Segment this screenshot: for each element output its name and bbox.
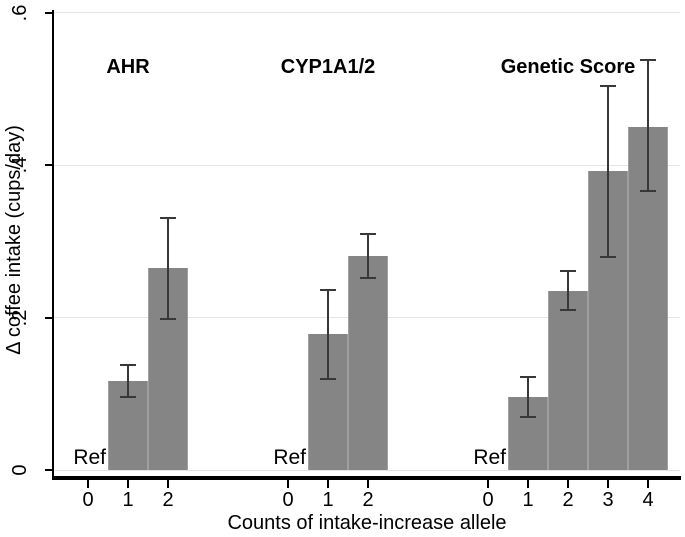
x-tick-label: 3 [602, 489, 614, 511]
x-tick [167, 480, 169, 488]
x-tick [127, 480, 129, 488]
error-bar-cap [640, 189, 656, 192]
y-axis-title: Δ coffee intake (cups/day) [3, 125, 25, 355]
x-tick-label: 0 [482, 489, 494, 511]
y-tick [45, 11, 53, 14]
group-label-cyp1a1-2: CYP1A1/2 [280, 56, 376, 78]
bar-geneticscore-2 [548, 291, 588, 470]
error-bar-cap [160, 317, 176, 320]
x-tick [607, 480, 609, 488]
gridline [53, 12, 680, 14]
x-tick-label: 0 [282, 489, 294, 511]
x-tick [287, 480, 289, 488]
gridline [53, 164, 680, 166]
error-bar-whisker [327, 288, 329, 381]
error-bar [520, 376, 536, 419]
group-label-ahr: AHR [106, 56, 150, 78]
x-tick [487, 480, 489, 488]
error-bar-cap [120, 395, 136, 398]
error-bar-whisker [607, 84, 609, 259]
x-tick [87, 480, 89, 488]
error-bar-cap [360, 233, 376, 236]
x-tick-label: 0 [82, 489, 94, 511]
error-bar-cap [600, 256, 616, 259]
group-label-genetic-score: Genetic Score [500, 56, 636, 78]
error-bar-cap [320, 378, 336, 381]
error-bar-cap [320, 288, 336, 291]
bar-cyp1a12-2 [348, 255, 388, 470]
error-bar-cap [560, 269, 576, 272]
x-tick [527, 480, 529, 488]
error-bar-whisker [127, 364, 129, 398]
x-tick-label: 1 [322, 489, 334, 511]
error-bar-cap [520, 376, 536, 379]
x-tick [327, 480, 329, 488]
x-tick [367, 480, 369, 488]
error-bar [160, 217, 176, 320]
error-bar-cap [360, 276, 376, 279]
error-bar-whisker [567, 269, 569, 311]
error-bar [640, 59, 656, 192]
x-axis-line [52, 476, 681, 480]
x-tick-label: 1 [522, 489, 534, 511]
x-tick [567, 480, 569, 488]
x-tick [647, 480, 649, 488]
x-tick-label: 2 [162, 489, 174, 511]
y-tick-label: 0 [9, 464, 31, 476]
y-tick-label: .6 [9, 4, 31, 22]
error-bar-whisker [367, 233, 369, 279]
y-tick [45, 316, 53, 319]
x-axis-title: Counts of intake-increase allele [227, 512, 507, 534]
x-tick-label: 1 [122, 489, 134, 511]
error-bar [320, 288, 336, 381]
x-tick-label: 2 [562, 489, 574, 511]
gridline [53, 469, 680, 471]
ref-label: Ref [273, 446, 306, 469]
error-bar [600, 84, 616, 259]
error-bar [360, 233, 376, 279]
error-bar-cap [120, 364, 136, 367]
error-bar [120, 364, 136, 398]
x-tick-label: 2 [362, 489, 374, 511]
ref-label: Ref [73, 446, 106, 469]
ref-label: Ref [473, 446, 506, 469]
error-bar-cap [160, 217, 176, 220]
error-bar-whisker [527, 376, 529, 419]
error-bar-cap [640, 59, 656, 62]
error-bar-cap [520, 416, 536, 419]
y-tick [45, 164, 53, 167]
error-bar-cap [600, 84, 616, 87]
error-bar-whisker [167, 217, 169, 320]
error-bar-whisker [647, 59, 649, 192]
y-tick [45, 469, 53, 471]
x-tick-label: 4 [642, 489, 654, 511]
y-axis-line [52, 10, 54, 480]
error-bar-cap [560, 308, 576, 311]
error-bar [560, 269, 576, 311]
